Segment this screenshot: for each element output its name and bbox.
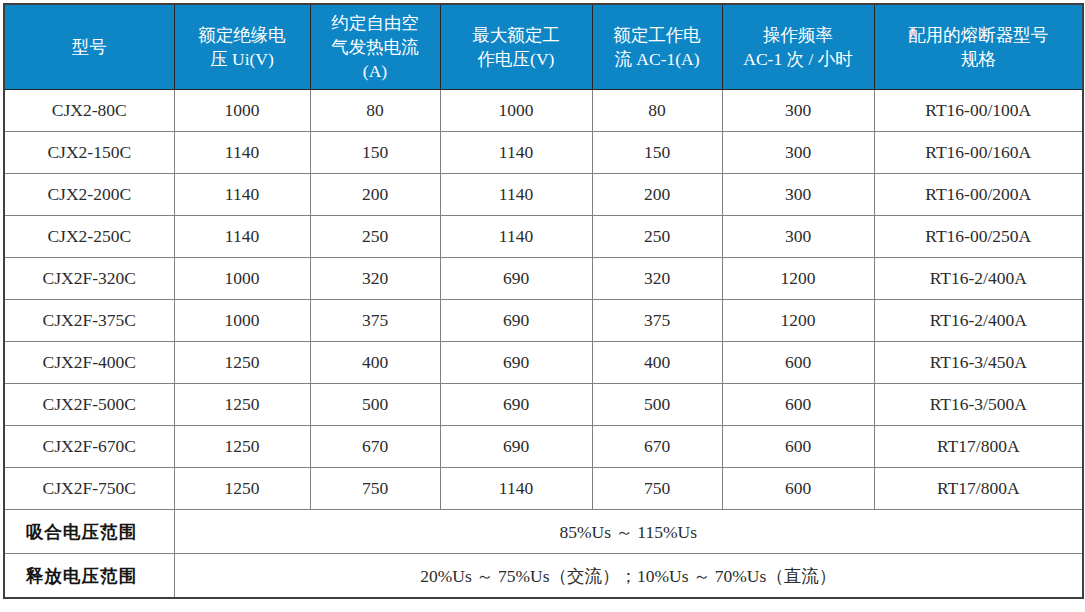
header-cell-1: 额定绝缘电 压 Ui(V) — [174, 4, 310, 90]
table-row-CJX2-200C: CJX2-200C11402001140200300RT16-00/200A — [4, 174, 1083, 216]
value-cell: 1140 — [174, 216, 310, 258]
value-cell: 670 — [310, 426, 440, 468]
table-row-CJX2F-400C: CJX2F-400C1250400690400600RT16-3/450A — [4, 342, 1083, 384]
footer-value-cell: 20%Us ～ 75%Us（交流）；10%Us ～ 70%Us（直流） — [174, 554, 1083, 599]
table-row-CJX2F-500C: CJX2F-500C1250500690500600RT16-3/500A — [4, 384, 1083, 426]
value-cell: 400 — [592, 342, 722, 384]
value-cell: 500 — [592, 384, 722, 426]
table-row-CJX2-250C: CJX2-250C11402501140250300RT16-00/250A — [4, 216, 1083, 258]
value-cell: 750 — [310, 468, 440, 510]
value-cell: 320 — [592, 258, 722, 300]
value-cell: 1000 — [174, 258, 310, 300]
contactor-spec-table: 型号额定绝缘电 压 Ui(V)约定自由空 气发热电流 (A)最大额定工 作电压(… — [3, 3, 1084, 599]
value-cell: 80 — [310, 90, 440, 132]
model-cell: CJX2F-400C — [4, 342, 174, 384]
value-cell: 1000 — [174, 90, 310, 132]
value-cell: 600 — [722, 468, 874, 510]
value-cell: 690 — [440, 342, 592, 384]
table-row-CJX2F-670C: CJX2F-670C1250670690670600RT17/800A — [4, 426, 1083, 468]
value-cell: 1250 — [174, 468, 310, 510]
table-row-CJX2-150C: CJX2-150C11401501140150300RT16-00/160A — [4, 132, 1083, 174]
value-cell: RT17/800A — [874, 468, 1083, 510]
model-cell: CJX2F-500C — [4, 384, 174, 426]
model-cell: CJX2-80C — [4, 90, 174, 132]
header-cell-6: 配用的熔断器型号 规格 — [874, 4, 1083, 90]
value-cell: 750 — [592, 468, 722, 510]
header-row: 型号额定绝缘电 压 Ui(V)约定自由空 气发热电流 (A)最大额定工 作电压(… — [4, 4, 1083, 90]
footer-label-cell: 释放电压范围 — [4, 554, 174, 599]
value-cell: 150 — [310, 132, 440, 174]
value-cell: RT16-2/400A — [874, 300, 1083, 342]
value-cell: RT16-00/100A — [874, 90, 1083, 132]
value-cell: RT16-00/160A — [874, 132, 1083, 174]
value-cell: 375 — [310, 300, 440, 342]
value-cell: 400 — [310, 342, 440, 384]
footer-label-cell: 吸合电压范围 — [4, 510, 174, 554]
header-cell-0: 型号 — [4, 4, 174, 90]
model-cell: CJX2F-750C — [4, 468, 174, 510]
value-cell: 500 — [310, 384, 440, 426]
value-cell: 1140 — [174, 132, 310, 174]
table-row-CJX2F-750C: CJX2F-750C12507501140750600RT17/800A — [4, 468, 1083, 510]
value-cell: 150 — [592, 132, 722, 174]
model-cell: CJX2F-320C — [4, 258, 174, 300]
value-cell: RT16-3/450A — [874, 342, 1083, 384]
value-cell: RT16-2/400A — [874, 258, 1083, 300]
header-cell-4: 额定工作电 流 AC-1(A) — [592, 4, 722, 90]
header-cell-2: 约定自由空 气发热电流 (A) — [310, 4, 440, 90]
value-cell: 690 — [440, 258, 592, 300]
footer-row-1: 释放电压范围20%Us ～ 75%Us（交流）；10%Us ～ 70%Us（直流… — [4, 554, 1083, 599]
value-cell: 1250 — [174, 426, 310, 468]
model-cell: CJX2F-670C — [4, 426, 174, 468]
value-cell: RT16-3/500A — [874, 384, 1083, 426]
header-cell-3: 最大额定工 作电压(V) — [440, 4, 592, 90]
header-cell-5: 操作频率 AC-1 次 / 小时 — [722, 4, 874, 90]
table-row-CJX2F-320C: CJX2F-320C10003206903201200RT16-2/400A — [4, 258, 1083, 300]
value-cell: 300 — [722, 216, 874, 258]
value-cell: 1000 — [174, 300, 310, 342]
value-cell: 200 — [592, 174, 722, 216]
value-cell: 1140 — [440, 468, 592, 510]
value-cell: 1140 — [174, 174, 310, 216]
value-cell: RT17/800A — [874, 426, 1083, 468]
table-row-CJX2F-375C: CJX2F-375C10003756903751200RT16-2/400A — [4, 300, 1083, 342]
value-cell: 600 — [722, 384, 874, 426]
model-cell: CJX2-250C — [4, 216, 174, 258]
value-cell: 300 — [722, 90, 874, 132]
value-cell: 1140 — [440, 174, 592, 216]
value-cell: 300 — [722, 132, 874, 174]
value-cell: 1250 — [174, 342, 310, 384]
value-cell: 690 — [440, 384, 592, 426]
value-cell: 375 — [592, 300, 722, 342]
value-cell: 1140 — [440, 132, 592, 174]
value-cell: 600 — [722, 342, 874, 384]
footer-row-0: 吸合电压范围85%Us ～ 115%Us — [4, 510, 1083, 554]
value-cell: 250 — [592, 216, 722, 258]
value-cell: 80 — [592, 90, 722, 132]
value-cell: 250 — [310, 216, 440, 258]
value-cell: 1250 — [174, 384, 310, 426]
model-cell: CJX2-200C — [4, 174, 174, 216]
model-cell: CJX2F-375C — [4, 300, 174, 342]
value-cell: 200 — [310, 174, 440, 216]
value-cell: 1140 — [440, 216, 592, 258]
value-cell: 320 — [310, 258, 440, 300]
table-footer: 吸合电压范围85%Us ～ 115%Us释放电压范围20%Us ～ 75%Us（… — [4, 510, 1083, 599]
value-cell: 300 — [722, 174, 874, 216]
table-row-CJX2-80C: CJX2-80C100080100080300RT16-00/100A — [4, 90, 1083, 132]
value-cell: 690 — [440, 300, 592, 342]
value-cell: 670 — [592, 426, 722, 468]
value-cell: RT16-00/200A — [874, 174, 1083, 216]
footer-value-cell: 85%Us ～ 115%Us — [174, 510, 1083, 554]
table-header: 型号额定绝缘电 压 Ui(V)约定自由空 气发热电流 (A)最大额定工 作电压(… — [4, 4, 1083, 90]
table-body: CJX2-80C100080100080300RT16-00/100ACJX2-… — [4, 90, 1083, 510]
value-cell: 1200 — [722, 258, 874, 300]
value-cell: 600 — [722, 426, 874, 468]
model-cell: CJX2-150C — [4, 132, 174, 174]
value-cell: 1200 — [722, 300, 874, 342]
value-cell: RT16-00/250A — [874, 216, 1083, 258]
value-cell: 690 — [440, 426, 592, 468]
value-cell: 1000 — [440, 90, 592, 132]
